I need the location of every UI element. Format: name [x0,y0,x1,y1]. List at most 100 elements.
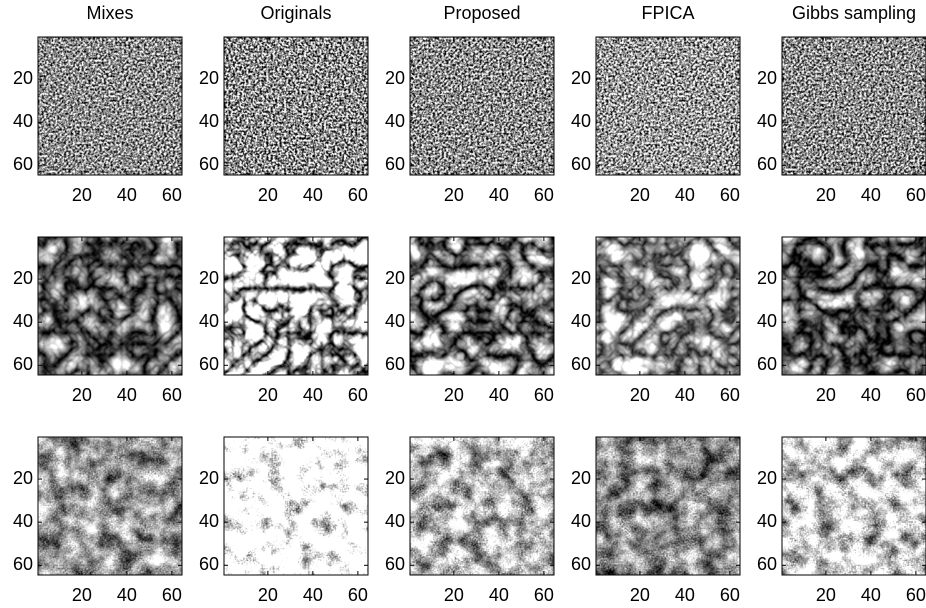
image [596,37,740,175]
x-tick-label: 20 [444,185,464,205]
y-tick-label: 40 [571,511,591,531]
y-tick-label: 20 [571,468,591,488]
y-tick-label: 40 [199,111,219,131]
x-tick-label: 40 [489,185,509,205]
y-tick-label: 60 [199,554,219,574]
y-tick-label: 40 [571,111,591,131]
image-panel: 20 40 60 20 40 60 [199,36,369,205]
y-tick-label: 40 [757,511,777,531]
y-tick-label: 40 [385,511,405,531]
axes-box [37,436,183,576]
image [410,37,554,175]
x-tick-label: 60 [906,585,926,605]
y-tick-label: 60 [13,154,33,174]
axes-box [595,436,741,576]
y-tick-label: 60 [199,354,219,374]
x-tick-label: 20 [258,385,278,405]
image-panel: 20 40 60 20 40 60 [571,36,741,205]
image [38,437,182,575]
x-tick-label: 40 [303,185,323,205]
x-tick-label: 40 [117,385,137,405]
x-tick-label: 60 [534,585,554,605]
y-tick-label: 20 [385,468,405,488]
y-tick-label: 20 [13,268,33,288]
image [224,37,368,175]
axes-box [409,436,555,576]
image [596,237,740,375]
column-title: Proposed [443,3,520,23]
image [410,437,554,575]
image-panel: 20 40 60 20 40 60 [757,236,926,405]
axes-box [37,236,183,376]
y-tick-label: 40 [13,311,33,331]
y-tick-label: 40 [385,111,405,131]
y-tick-label: 60 [571,154,591,174]
x-tick-label: 20 [630,185,650,205]
x-tick-label: 60 [162,185,182,205]
y-tick-label: 60 [757,354,777,374]
image [224,237,368,375]
y-tick-label: 60 [199,154,219,174]
y-tick-label: 40 [757,111,777,131]
x-tick-label: 40 [675,385,695,405]
y-tick-label: 20 [571,268,591,288]
axes-box [223,436,369,576]
x-tick-label: 60 [348,385,368,405]
axes-box [223,36,369,176]
y-tick-label: 20 [385,68,405,88]
x-tick-label: 40 [489,585,509,605]
x-tick-label: 60 [720,585,740,605]
y-tick-label: 40 [199,511,219,531]
image-panel: 20 40 60 20 40 60 [385,36,555,205]
x-tick-label: 60 [348,585,368,605]
image-panel: 20 40 60 20 40 60 [757,436,926,605]
x-tick-label: 20 [630,385,650,405]
axes-box [223,236,369,376]
x-tick-label: 60 [534,385,554,405]
y-tick-label: 40 [385,311,405,331]
y-tick-label: 20 [385,268,405,288]
x-tick-label: 20 [258,185,278,205]
image-panel: 20 40 60 20 40 60 [13,236,183,405]
image-panel: 20 40 60 20 40 60 [385,436,555,605]
x-tick-label: 20 [444,585,464,605]
y-tick-label: 60 [13,354,33,374]
column-title: Gibbs sampling [792,3,916,23]
y-tick-label: 60 [571,554,591,574]
x-tick-label: 40 [675,585,695,605]
x-tick-label: 40 [489,385,509,405]
x-tick-label: 60 [906,185,926,205]
x-tick-label: 60 [534,185,554,205]
y-tick-label: 20 [199,268,219,288]
image [782,37,926,175]
y-tick-label: 40 [13,511,33,531]
x-tick-label: 20 [72,185,92,205]
y-tick-label: 20 [757,68,777,88]
image [38,37,182,175]
image [782,437,926,575]
axes-box [595,236,741,376]
x-tick-label: 20 [630,585,650,605]
image [782,237,926,375]
y-tick-label: 20 [757,468,777,488]
y-tick-label: 60 [385,154,405,174]
y-tick-label: 20 [13,68,33,88]
x-tick-label: 20 [258,585,278,605]
column-title: Originals [260,3,331,23]
y-tick-label: 60 [385,354,405,374]
x-tick-label: 20 [72,385,92,405]
x-tick-label: 60 [720,185,740,205]
x-tick-label: 20 [72,585,92,605]
y-tick-label: 40 [13,111,33,131]
x-tick-label: 60 [720,385,740,405]
column-title: Mixes [86,3,133,23]
x-tick-label: 20 [444,385,464,405]
y-tick-label: 20 [757,268,777,288]
x-tick-label: 20 [816,385,836,405]
y-tick-label: 60 [757,154,777,174]
axes-box [781,236,926,376]
image [38,237,182,375]
image [224,437,368,575]
y-tick-label: 20 [199,68,219,88]
